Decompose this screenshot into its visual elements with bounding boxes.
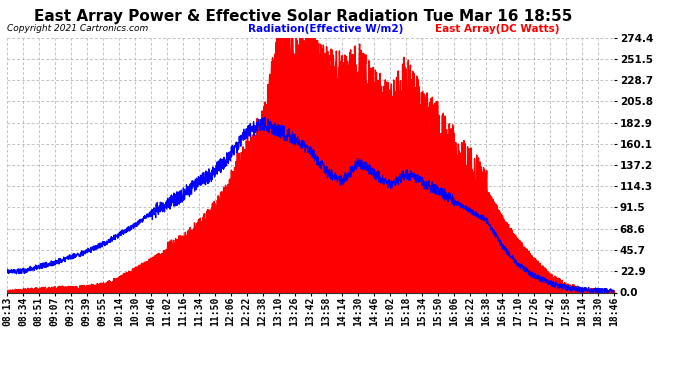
Text: Copyright 2021 Cartronics.com: Copyright 2021 Cartronics.com bbox=[7, 24, 148, 33]
Text: East Array(DC Watts): East Array(DC Watts) bbox=[435, 24, 559, 34]
Text: East Array Power & Effective Solar Radiation Tue Mar 16 18:55: East Array Power & Effective Solar Radia… bbox=[34, 9, 573, 24]
Text: Radiation(Effective W/m2): Radiation(Effective W/m2) bbox=[248, 24, 404, 34]
